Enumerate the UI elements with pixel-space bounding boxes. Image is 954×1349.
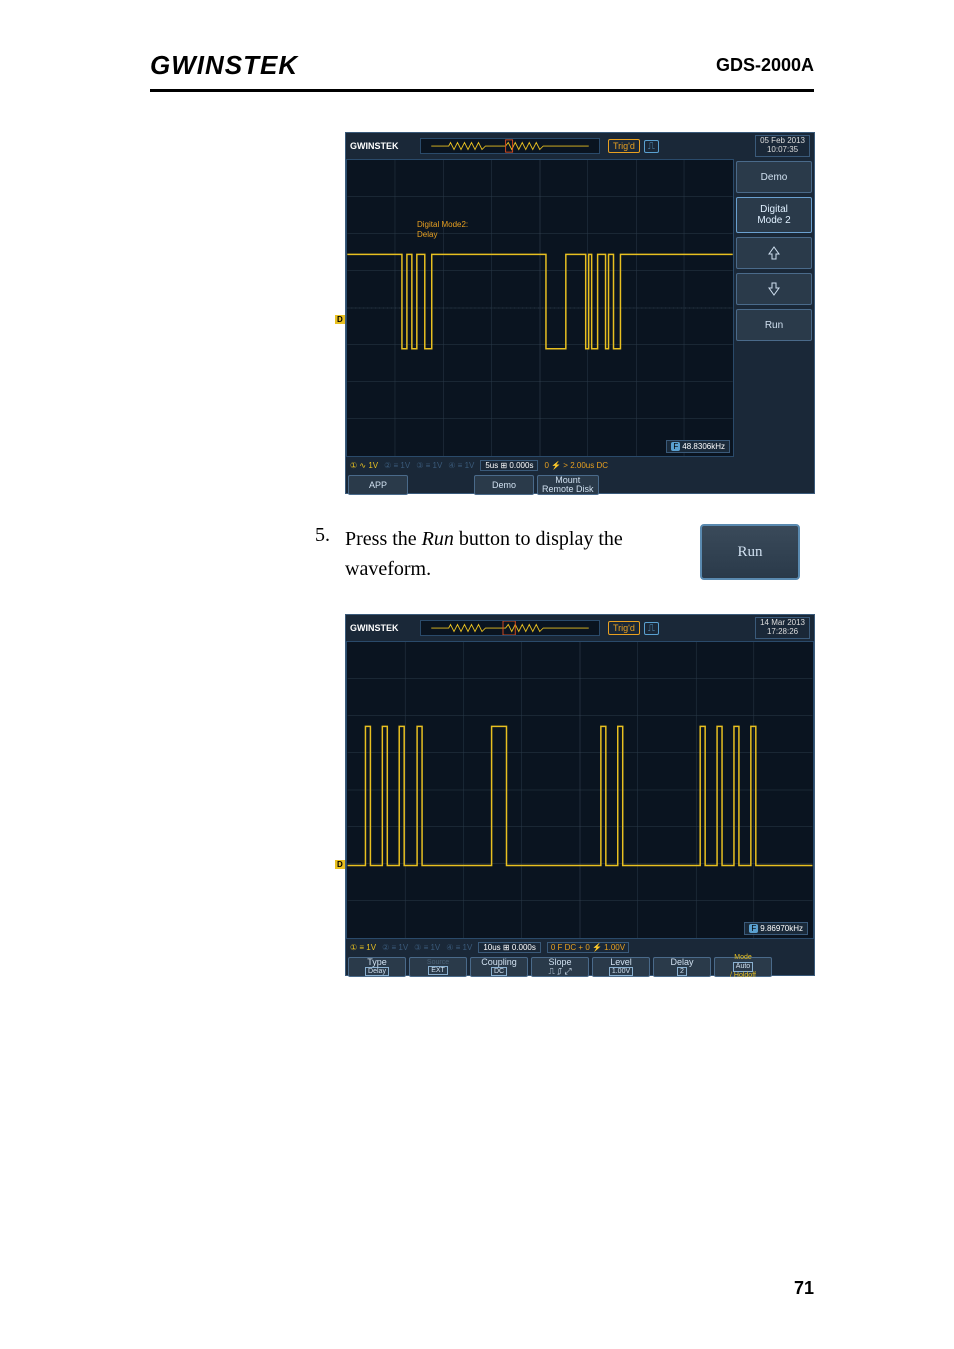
ch1-indicator: ① ≡ 1V <box>350 943 376 952</box>
demo-button[interactable]: Demo <box>736 161 812 193</box>
edge-icon: ⎍ <box>644 140 659 153</box>
ch3-indicator: ③ ≡ 1V <box>414 943 440 952</box>
scope-screenshot-1: GWINSTEK Trig'd ⎍ 05 Feb 2013 10:07:35 D <box>345 132 814 494</box>
datetime: 05 Feb 2013 10:07:35 <box>755 135 810 157</box>
run-button[interactable]: Run <box>736 309 812 341</box>
frequency-badge: F9.86970kHz <box>744 922 808 935</box>
coupling-button[interactable]: Coupling DC <box>470 957 528 977</box>
ch4-indicator: ④ ≡ 1V <box>448 461 474 470</box>
model-name: GDS-2000A <box>716 55 814 76</box>
demo-menu-button[interactable]: Demo <box>474 475 534 495</box>
mode-label: Digital Mode2: Delay <box>417 220 468 239</box>
bottom-menu: Type Delay Source EXT Coupling DC Slope … <box>346 955 814 979</box>
ch2-indicator: ② ≡ 1V <box>382 943 408 952</box>
level-button[interactable]: Level 1.00V <box>592 957 650 977</box>
mount-button[interactable]: Mount Remote Disk <box>537 475 599 495</box>
step-number: 5. <box>315 524 345 547</box>
scope-footer: ① ∿ 1V ② ≡ 1V ③ ≡ 1V ④ ≡ 1V 5us ⊞ 0.000s… <box>346 457 814 473</box>
digital-mode-button[interactable]: Digital Mode 2 <box>736 197 812 233</box>
trigger-info: 0 ⚡ > 2.00us DC <box>544 461 608 470</box>
ch2-indicator: ② ≡ 1V <box>384 461 410 470</box>
scope-logo: GWINSTEK <box>350 623 420 633</box>
waveform-preview <box>420 620 600 636</box>
page-number: 71 <box>794 1278 814 1299</box>
timebase: 10us ⊞ 0.000s <box>478 942 541 953</box>
type-button[interactable]: Type Delay <box>348 957 406 977</box>
datetime: 14 Mar 2013 17:28:26 <box>755 617 810 639</box>
ch4-indicator: ④ ≡ 1V <box>446 943 472 952</box>
instruction-step: 5. Press the Run button to display the w… <box>315 524 814 584</box>
bottom-menu: APP Demo Mount Remote Disk <box>346 473 814 497</box>
source-button[interactable]: Source EXT <box>409 957 467 977</box>
channel-marker: D <box>335 315 345 324</box>
side-panel: Demo Digital Mode 2 Run <box>734 159 814 457</box>
slope-button[interactable]: Slope ⎍ ⎎ ⤢ <box>531 957 589 977</box>
ch3-indicator: ③ ≡ 1V <box>416 461 442 470</box>
delay-button[interactable]: Delay 2 <box>653 957 711 977</box>
frequency-badge: F48.8306kHz <box>666 440 730 453</box>
trigger-info: 0 F DC + 0 ⚡ 1.00V <box>547 942 629 953</box>
run-button-illustration: Run <box>700 524 800 580</box>
mode-button[interactable]: Mode Auto / Holdoff <box>714 957 772 977</box>
trigger-status: Trig'd <box>608 139 640 153</box>
up-arrow-icon <box>766 245 782 261</box>
trigger-status: Trig'd <box>608 621 640 635</box>
scope-screenshot-2: GWINSTEK Trig'd ⎍ 14 Mar 2013 17:28:26 D <box>345 614 814 976</box>
waveform-grid: D <box>346 159 734 457</box>
brand-logo: GWINSTEK <box>150 50 298 81</box>
scope-header: GWINSTEK Trig'd ⎍ 14 Mar 2013 17:28:26 <box>346 615 814 641</box>
step-text: Press the Run button to display the wave… <box>345 524 690 584</box>
ch1-indicator: ① ∿ 1V <box>350 461 378 470</box>
scope-footer: ① ≡ 1V ② ≡ 1V ③ ≡ 1V ④ ≡ 1V 10us ⊞ 0.000… <box>346 939 814 955</box>
up-arrow-button[interactable] <box>736 237 812 269</box>
down-arrow-button[interactable] <box>736 273 812 305</box>
app-button[interactable]: APP <box>348 475 408 495</box>
edge-icon: ⎍ <box>644 622 659 635</box>
page-header: GWINSTEK GDS-2000A <box>150 50 814 92</box>
channel-marker: D <box>335 860 345 869</box>
waveform-preview <box>420 138 600 154</box>
down-arrow-icon <box>766 281 782 297</box>
timebase: 5us ⊞ 0.000s <box>480 460 538 471</box>
scope-header: GWINSTEK Trig'd ⎍ 05 Feb 2013 10:07:35 <box>346 133 814 159</box>
waveform-grid: D <box>346 641 814 939</box>
scope-logo: GWINSTEK <box>350 141 420 151</box>
